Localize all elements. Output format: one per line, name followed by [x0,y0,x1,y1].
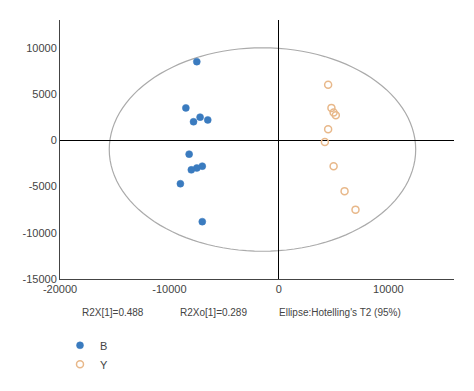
svg-text:5000: 5000 [32,88,56,100]
svg-text:Y: Y [100,359,108,371]
svg-text:-20000: -20000 [43,283,77,295]
svg-text:-10000: -10000 [152,283,186,295]
svg-text:0: 0 [276,283,282,295]
svg-text:Ellipse:Hotelling's T2 (95%): Ellipse:Hotelling's T2 (95%) [279,307,401,318]
svg-text:0: 0 [51,134,57,146]
svg-text:10000: 10000 [373,283,404,295]
svg-text:B: B [100,340,107,352]
svg-text:-10000: -10000 [23,227,57,239]
svg-text:R2Xo[1]=0.289: R2Xo[1]=0.289 [180,307,247,318]
svg-text:R2X[1]=0.488: R2X[1]=0.488 [82,307,144,318]
svg-text:-5000: -5000 [29,180,57,192]
svg-text:-15000: -15000 [23,273,57,285]
svg-text:10000: 10000 [26,42,57,54]
